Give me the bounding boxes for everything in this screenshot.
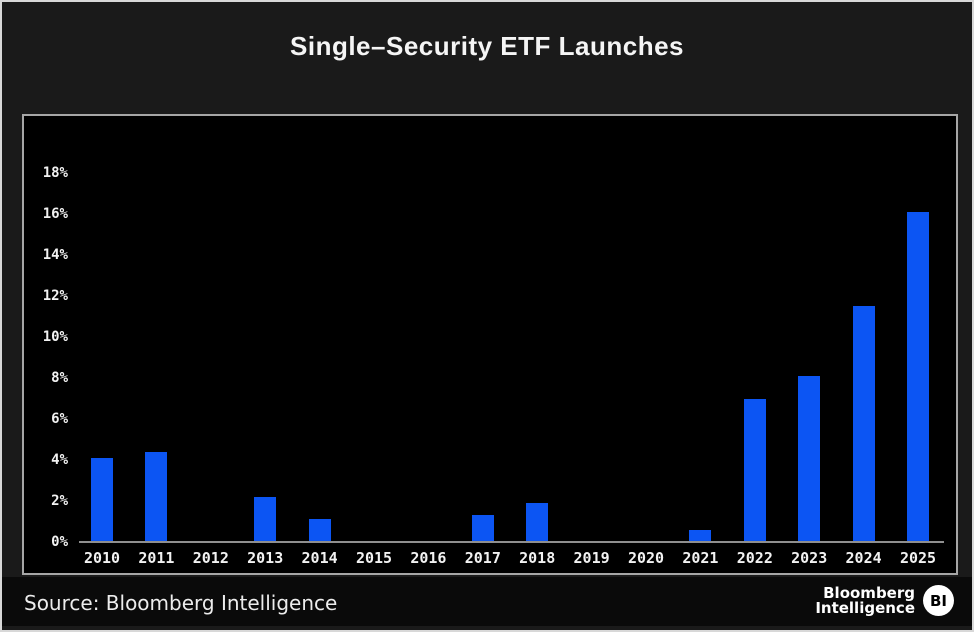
y-axis-tick-label-4: 4% bbox=[51, 452, 68, 468]
x-axis-label-2020: 2020 bbox=[627, 549, 665, 567]
y-axis-tick-label-16: 16% bbox=[42, 206, 68, 222]
plot-area: 0% 2% 4% 6% 8% 10% 12% 14% 16% 18% 2010 2011 2012 20… bbox=[22, 114, 958, 575]
bar-2018 bbox=[526, 503, 549, 542]
bar-2011 bbox=[145, 451, 168, 542]
bloomberg-intelligence-logo: Bloomberg Intelligence BI bbox=[815, 585, 954, 616]
x-axis-label-2022: 2022 bbox=[736, 549, 773, 567]
x-axis-label-2021: 2021 bbox=[682, 549, 719, 567]
x-axis-label-2015: 2015 bbox=[355, 549, 393, 567]
bar-2023 bbox=[798, 375, 821, 542]
bar-2021 bbox=[689, 529, 712, 542]
x-axis-label-2017: 2017 bbox=[464, 549, 501, 567]
y-axis-tick-label-0: 0% bbox=[51, 534, 68, 550]
x-axis-line bbox=[79, 541, 944, 543]
x-axis-label-2025: 2025 bbox=[899, 549, 937, 567]
brand-wordmark: Bloomberg Intelligence bbox=[815, 583, 915, 617]
y-axis-tick-label-10: 10% bbox=[42, 329, 68, 345]
x-axis-label-2018: 2018 bbox=[519, 549, 556, 567]
x-axis-label-2016: 2016 bbox=[410, 549, 447, 567]
x-axis-label-2019: 2019 bbox=[573, 549, 610, 567]
bar-2022 bbox=[743, 398, 766, 542]
x-axis-label-2011: 2011 bbox=[138, 549, 175, 567]
bar-2024 bbox=[852, 306, 875, 542]
y-axis-tick-label-8: 8% bbox=[51, 370, 68, 386]
bar-2013 bbox=[254, 496, 277, 542]
brand-line-2: Intelligence bbox=[815, 598, 915, 617]
x-axis-label-2010: 2010 bbox=[83, 549, 121, 567]
bar-2014 bbox=[308, 519, 331, 542]
y-axis-tick-label-2: 2% bbox=[51, 493, 68, 509]
x-axis-label-2012: 2012 bbox=[192, 549, 229, 567]
brand-line-1: Bloomberg bbox=[823, 583, 915, 602]
y-axis-tick-label-12: 12% bbox=[42, 288, 68, 304]
footer-band bbox=[2, 577, 972, 626]
x-axis-label-2013: 2013 bbox=[247, 549, 284, 567]
y-axis-tick-label-6: 6% bbox=[51, 411, 68, 427]
x-axis-label-2024: 2024 bbox=[845, 549, 882, 567]
bar-2025 bbox=[907, 211, 929, 542]
y-axis-tick-label-14: 14% bbox=[42, 247, 68, 263]
bi-badge-icon: BI bbox=[923, 585, 954, 616]
y-axis-tick-label-18: 18% bbox=[42, 165, 68, 181]
x-axis-label-2014: 2014 bbox=[301, 549, 338, 567]
x-axis-label-2023: 2023 bbox=[791, 549, 828, 567]
source-text: Source: Bloomberg Intelligence bbox=[24, 591, 338, 615]
chart-title: Single–Security ETF Launches bbox=[290, 31, 684, 61]
bar-2010 bbox=[91, 457, 113, 542]
bar-2017 bbox=[471, 515, 494, 542]
